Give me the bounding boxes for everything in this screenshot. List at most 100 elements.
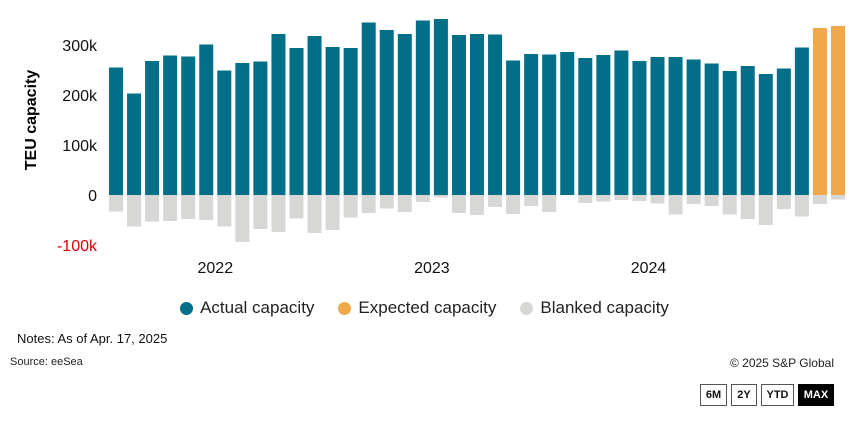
blanked-capacity-bar[interactable] — [433, 195, 448, 198]
expected-capacity-bar[interactable] — [831, 26, 845, 195]
blanked-capacity-bar[interactable] — [650, 195, 665, 204]
blanked-capacity-bar[interactable] — [524, 195, 539, 206]
actual-capacity-bar[interactable] — [181, 56, 196, 196]
blanked-capacity-bar[interactable] — [397, 195, 412, 212]
actual-capacity-bar[interactable] — [433, 19, 448, 195]
actual-capacity-bar[interactable] — [632, 61, 647, 195]
x-tick-label: 2022 — [198, 260, 234, 277]
actual-capacity-bar[interactable] — [109, 67, 123, 196]
expected-capacity-series — [812, 26, 845, 195]
blanked-capacity-bar[interactable] — [235, 195, 250, 242]
blanked-capacity-bar[interactable] — [109, 195, 123, 212]
actual-capacity-bar[interactable] — [343, 48, 358, 195]
actual-capacity-bar[interactable] — [289, 48, 304, 195]
actual-capacity-bar[interactable] — [451, 35, 466, 195]
actual-capacity-bar[interactable] — [506, 60, 521, 196]
x-tick-label: 2024 — [631, 260, 667, 277]
y-tick-label: 200k — [62, 88, 98, 105]
actual-capacity-bar[interactable] — [758, 74, 773, 195]
blanked-capacity-bar[interactable] — [578, 195, 593, 203]
blanked-capacity-bar[interactable] — [776, 195, 791, 209]
blanked-capacity-bar[interactable] — [542, 195, 557, 212]
expected-swatch-icon — [338, 301, 352, 315]
blanked-capacity-bar[interactable] — [271, 195, 286, 232]
blanked-capacity-bar[interactable] — [596, 195, 611, 202]
blanked-capacity-bar[interactable] — [307, 195, 322, 233]
blanked-capacity-bar[interactable] — [199, 195, 214, 220]
actual-capacity-bar[interactable] — [325, 47, 340, 195]
actual-capacity-bar[interactable] — [163, 55, 178, 196]
actual-capacity-bar[interactable] — [470, 34, 484, 195]
y-tick-label: -100k — [57, 238, 98, 255]
blanked-capacity-bar[interactable] — [614, 195, 629, 200]
blanked-capacity-bar[interactable] — [217, 195, 232, 227]
blanked-capacity-bar[interactable] — [831, 195, 845, 200]
blanked-capacity-bar[interactable] — [668, 195, 683, 215]
blanked-capacity-bar[interactable] — [379, 195, 394, 209]
blanked-capacity-bar[interactable] — [758, 195, 773, 225]
actual-capacity-bar[interactable] — [488, 34, 503, 196]
blanked-capacity-bar[interactable] — [812, 195, 827, 204]
actual-capacity-bar[interactable] — [397, 34, 412, 195]
blanked-capacity-bar[interactable] — [181, 195, 196, 219]
actual-capacity-bar[interactable] — [415, 20, 430, 196]
blanked-capacity-bar[interactable] — [451, 195, 466, 213]
actual-capacity-bar[interactable] — [560, 52, 575, 195]
range-2y-button[interactable]: 2Y — [731, 384, 757, 406]
y-tick-label: 0 — [88, 188, 97, 205]
blanked-capacity-bar[interactable] — [163, 195, 178, 221]
actual-capacity-bar[interactable] — [650, 57, 665, 195]
blanked-capacity-bar[interactable] — [488, 195, 503, 207]
blanked-capacity-bar[interactable] — [686, 195, 701, 204]
actual-capacity-bar[interactable] — [542, 54, 557, 196]
actual-capacity-bar[interactable] — [199, 44, 214, 196]
blanked-capacity-bar[interactable] — [343, 195, 358, 218]
blanked-capacity-bar[interactable] — [127, 195, 142, 227]
blanked-capacity-bar[interactable] — [740, 195, 755, 219]
blanked-capacity-bar[interactable] — [289, 195, 304, 219]
actual-capacity-bar[interactable] — [127, 93, 142, 196]
blanked-capacity-bar[interactable] — [470, 195, 484, 215]
actual-capacity-bar[interactable] — [578, 58, 593, 195]
actual-capacity-bar[interactable] — [361, 22, 376, 196]
y-axis-ticks: 300k 200k 100k 0 -100k — [57, 38, 98, 255]
blanked-capacity-bar[interactable] — [632, 195, 647, 201]
range-max-button[interactable]: MAX — [798, 384, 834, 406]
expected-capacity-bar[interactable] — [812, 28, 827, 195]
actual-capacity-bar[interactable] — [307, 36, 322, 195]
actual-capacity-bar[interactable] — [668, 57, 683, 195]
blanked-capacity-bar[interactable] — [253, 195, 268, 229]
actual-capacity-bar[interactable] — [686, 59, 701, 196]
blanked-capacity-bar[interactable] — [722, 195, 737, 215]
blanked-capacity-bar[interactable] — [415, 195, 430, 202]
legend-item-expected[interactable]: Expected capacity — [338, 298, 496, 318]
actual-swatch-icon — [180, 301, 194, 315]
actual-capacity-bar[interactable] — [614, 50, 629, 196]
actual-capacity-bar[interactable] — [379, 30, 394, 195]
actual-capacity-bar[interactable] — [217, 70, 232, 196]
actual-capacity-bar[interactable] — [271, 34, 286, 195]
actual-capacity-bar[interactable] — [794, 47, 809, 196]
actual-capacity-bar[interactable] — [253, 61, 268, 196]
blanked-capacity-bar[interactable] — [704, 195, 719, 206]
blanked-capacity-bar[interactable] — [145, 195, 160, 222]
actual-capacity-bar[interactable] — [722, 71, 737, 195]
blanked-capacity-bar[interactable] — [506, 195, 521, 214]
range-6m-button[interactable]: 6M — [700, 384, 727, 406]
actual-capacity-bar[interactable] — [235, 63, 250, 195]
actual-capacity-bar[interactable] — [596, 55, 611, 195]
blanked-capacity-bar[interactable] — [325, 195, 340, 230]
actual-capacity-bar[interactable] — [524, 54, 539, 195]
actual-capacity-bar[interactable] — [145, 61, 160, 195]
range-ytd-button[interactable]: YTD — [761, 384, 794, 406]
legend-label-actual: Actual capacity — [200, 298, 315, 317]
x-tick-label: 2023 — [414, 260, 450, 277]
legend-item-actual[interactable]: Actual capacity — [180, 298, 314, 318]
actual-capacity-bar[interactable] — [776, 68, 791, 196]
blanked-capacity-bar[interactable] — [361, 195, 376, 213]
legend-item-blanked[interactable]: Blanked capacity — [520, 298, 669, 318]
actual-capacity-bar[interactable] — [740, 66, 755, 195]
blanked-capacity-bar[interactable] — [794, 195, 809, 217]
actual-capacity-bar[interactable] — [704, 63, 719, 196]
actual-capacity-series — [109, 19, 809, 195]
